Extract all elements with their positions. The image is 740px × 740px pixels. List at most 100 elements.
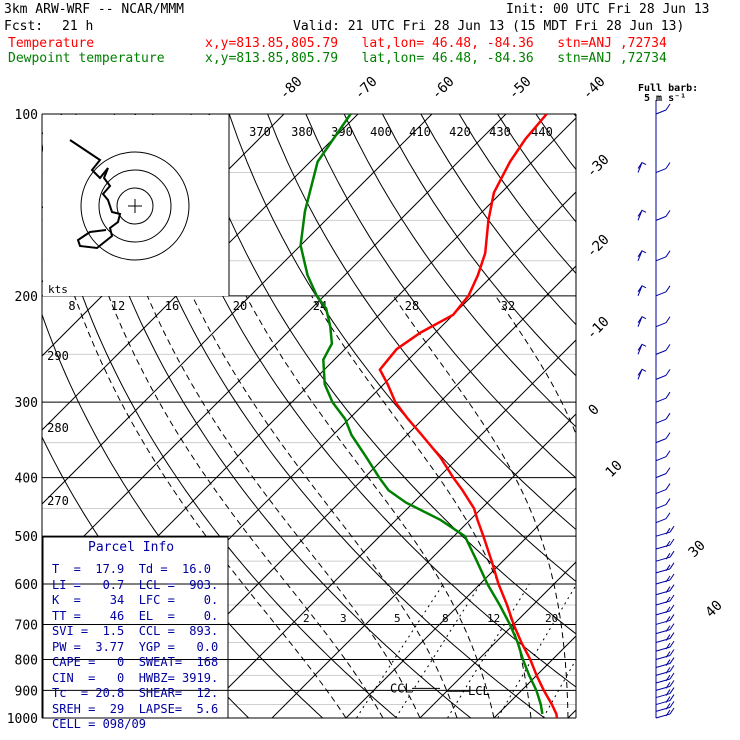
wind-barb — [655, 623, 675, 635]
parcel-row: K = 34 LFC = 0. — [52, 593, 219, 607]
wind-barb — [637, 316, 647, 327]
theta-label: 410 — [409, 125, 431, 139]
mixing-ratio-label: 2 — [303, 612, 310, 625]
wind-barb — [637, 285, 647, 297]
isotherm-label: 30 — [686, 538, 709, 561]
dry-adiabat — [651, 114, 740, 718]
wind-barb — [655, 694, 675, 706]
moist-adiabat — [494, 295, 576, 436]
pressure-label: 500 — [15, 530, 38, 545]
dry-adiabat — [497, 114, 576, 223]
wind-barb — [655, 285, 671, 297]
pressure-label: 700 — [15, 618, 38, 633]
dry-adiabat — [382, 114, 576, 377]
moist-adiabat — [392, 295, 569, 718]
moist-adiabat — [311, 295, 532, 718]
mixing-ratio-lines — [356, 583, 576, 718]
model-title: 3km ARW-WRF -- NCAR/MMM — [4, 2, 185, 17]
hodograph-ring — [98, 169, 172, 243]
wind-barb — [655, 562, 675, 574]
pressure-label: 900 — [15, 684, 38, 699]
lcl-label: LCL — [468, 684, 490, 698]
moist-adiabat — [613, 296, 660, 718]
theta-label: 440 — [531, 125, 553, 139]
wind-barb — [655, 665, 675, 676]
theta-label: 430 — [489, 125, 511, 139]
parcel-row: TT = 46 EL = 0. — [52, 608, 219, 623]
theta-label: 420 — [449, 125, 471, 139]
parcel-info-panel — [42, 536, 229, 719]
wind-barb — [655, 687, 675, 699]
dewpoint-legend: Dewpoint temperature — [8, 51, 165, 66]
hodograph-speed-label: 12 — [111, 299, 125, 313]
hodograph-speed-label: 20 — [233, 299, 247, 313]
mixing-ratio-line — [497, 584, 576, 718]
wind-barb — [655, 512, 671, 524]
dewpoint-location: x,y=813.85,805.79 lat,lon= 46.48, -84.36… — [205, 51, 667, 66]
wind-barb — [655, 498, 671, 510]
temperature-legend: Temperature — [8, 36, 95, 51]
wind-barb — [655, 450, 671, 462]
dry-adiabat — [190, 114, 576, 635]
wind-barb — [655, 483, 671, 495]
moist-adiabat — [74, 295, 347, 718]
parcel-row: PW = 3.77 YGP = 0.0 — [52, 639, 219, 654]
valid-time: Valid: 21 UTC Fri 28 Jun 13 (15 MDT Fri … — [293, 19, 685, 34]
dry-adiabat — [343, 114, 576, 428]
isotherm — [42, 114, 507, 579]
parcel-row: SREH = 29 LAPSE= 5.6 — [52, 701, 219, 716]
wind-barb — [655, 657, 675, 669]
wind-barb — [637, 368, 647, 380]
parcel-info-title: Parcel Info — [88, 540, 175, 555]
parcel-row: CIN = 0 HWBZ= 3919. — [52, 670, 219, 685]
parcel-row: SVI = 1.5 CCL = 893. — [52, 624, 219, 638]
theta-label: 370 — [249, 125, 271, 139]
isotherm-label: -50 — [506, 74, 535, 103]
dry-adiabat — [228, 114, 576, 583]
dry-adiabat — [113, 114, 545, 718]
wind-barb — [655, 584, 675, 596]
isotherm-label: -10 — [584, 314, 613, 343]
theta-label: 290 — [47, 349, 69, 363]
pressure-label: 400 — [15, 472, 38, 487]
pressure-label: 100 — [15, 108, 38, 123]
hodograph-unit: kts — [48, 283, 68, 296]
wind-barb — [655, 680, 675, 691]
isotherm-label: -20 — [584, 232, 613, 261]
wind-barb — [637, 161, 647, 173]
theta-label: 280 — [47, 421, 69, 435]
forecast-hour-value: 21 h — [62, 19, 94, 34]
parcel-row: T = 17.9 Td = 16.0 — [52, 562, 211, 576]
dry-adiabat — [42, 141, 398, 718]
forecast-hour-label: Fcst: — [4, 19, 44, 34]
ccl-label: CCL — [390, 681, 412, 695]
isotherm — [42, 114, 433, 505]
wind-barbs — [637, 100, 675, 719]
parcel-row: Tc = 20.8 SHEAR= 12. — [52, 686, 219, 700]
wind-barb — [655, 550, 675, 562]
wind-barb — [655, 604, 675, 616]
dry-adiabat — [267, 114, 576, 531]
pressure-labels: 100 200 300 400 500 600 700 800 900 1000 — [7, 108, 38, 727]
isotherm — [345, 487, 576, 718]
dewpoint-trace — [299, 114, 544, 715]
isotherm-label: -40 — [580, 74, 609, 103]
wind-barb — [655, 538, 675, 550]
parcel-info-box — [42, 536, 229, 719]
wind-barb — [637, 343, 647, 355]
mixing-ratio-label: 20 — [545, 612, 558, 625]
wind-barb — [655, 525, 675, 537]
sounding-traces — [299, 114, 559, 718]
isotherm-label: -70 — [352, 74, 381, 103]
level-markers: CCL LCL — [390, 681, 490, 698]
parcel-row: LI = 0.7 LCL = 903. — [52, 577, 219, 592]
isotherm — [493, 635, 576, 718]
pressure-label: 300 — [15, 396, 38, 411]
wind-barb — [655, 250, 671, 262]
dry-adiabat — [75, 114, 472, 718]
isotherm — [642, 114, 740, 718]
hodograph-speed-label: 8 — [68, 299, 75, 313]
dry-adiabat — [613, 114, 740, 718]
temperature-location: x,y=813.85,805.79 lat,lon= 46.48, -84.36… — [205, 36, 667, 51]
